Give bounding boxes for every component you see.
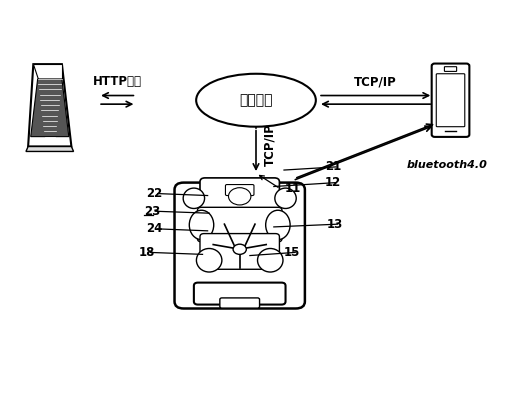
FancyBboxPatch shape (175, 182, 305, 308)
Ellipse shape (275, 188, 296, 209)
FancyBboxPatch shape (200, 178, 280, 213)
Text: 12: 12 (325, 176, 341, 189)
FancyBboxPatch shape (432, 64, 470, 137)
Text: 云服务器: 云服务器 (239, 93, 273, 107)
Circle shape (233, 244, 246, 254)
Ellipse shape (258, 248, 283, 272)
Ellipse shape (189, 210, 214, 240)
FancyBboxPatch shape (194, 282, 286, 305)
Text: TCP/IP: TCP/IP (354, 75, 397, 88)
Text: 21: 21 (325, 160, 341, 173)
FancyBboxPatch shape (220, 298, 260, 308)
Ellipse shape (196, 74, 316, 127)
Polygon shape (28, 64, 71, 147)
Polygon shape (33, 64, 62, 79)
Ellipse shape (183, 188, 205, 209)
Text: 18: 18 (139, 246, 155, 259)
Text: bluetooth4.0: bluetooth4.0 (406, 160, 487, 170)
Text: 22: 22 (146, 187, 163, 200)
Ellipse shape (197, 248, 222, 272)
Text: 24: 24 (146, 222, 163, 235)
FancyBboxPatch shape (198, 207, 282, 242)
Polygon shape (26, 147, 74, 151)
Polygon shape (31, 79, 69, 137)
Text: 11: 11 (285, 182, 301, 196)
Circle shape (228, 188, 251, 205)
Ellipse shape (266, 210, 290, 240)
Text: 23: 23 (144, 205, 160, 218)
Text: 15: 15 (284, 246, 301, 259)
FancyBboxPatch shape (225, 184, 254, 196)
FancyBboxPatch shape (200, 233, 280, 269)
Text: HTTP协议: HTTP协议 (93, 75, 142, 88)
Text: TCP/IP: TCP/IP (263, 123, 276, 166)
Text: 13: 13 (326, 218, 343, 231)
FancyBboxPatch shape (444, 67, 457, 71)
